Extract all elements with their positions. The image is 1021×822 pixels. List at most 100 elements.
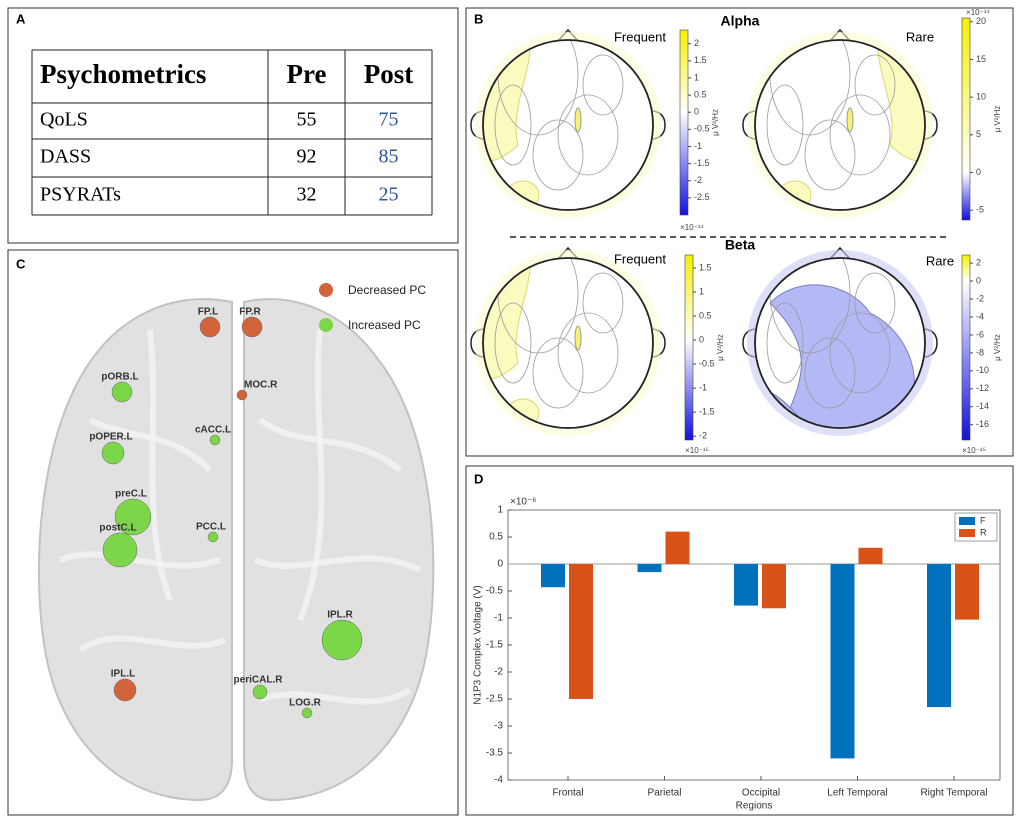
legend-swatch <box>959 517 975 525</box>
colorbar-tick-label: -4 <box>976 311 984 321</box>
gyrus <box>297 329 325 622</box>
colorbar-tick-label: 1 <box>699 286 704 296</box>
y-tick-label: -4 <box>494 775 503 786</box>
legend-label: F <box>980 515 986 525</box>
contour-line <box>557 312 619 394</box>
contour-line <box>494 84 532 166</box>
y-tick-label: 1 <box>497 505 503 516</box>
colorbar-tick-label: 1 <box>694 72 699 82</box>
bar <box>637 564 662 573</box>
y-tick-label: -3 <box>494 721 503 732</box>
colorbar-tick-label: 0.5 <box>694 89 707 99</box>
x-tick-label: Frontal <box>552 788 583 799</box>
brain-node <box>199 316 221 338</box>
contour-line <box>532 337 584 409</box>
colorbar-tick-label: -8 <box>976 347 984 357</box>
colorbar-tick-label: -2 <box>694 175 702 185</box>
gyrus <box>78 635 227 653</box>
contour-line <box>582 54 624 116</box>
bar <box>858 547 883 564</box>
brain-node <box>236 389 248 401</box>
colorbar-tick-label: 2 <box>694 38 699 48</box>
topomap <box>470 246 666 436</box>
colorbar-multiplier: ×10⁻¹⁵ <box>685 446 709 455</box>
map-label: Frequent <box>614 251 666 266</box>
colorbar-tick-label: 2 <box>976 257 981 267</box>
legend-swatch <box>319 318 333 332</box>
colorbar-tick-label: -12 <box>976 383 989 393</box>
hemisphere <box>243 298 435 802</box>
colorbar-tick-label: 0.5 <box>699 310 712 320</box>
table-cell: 92 <box>297 146 317 168</box>
brain-node-label: pORB.L <box>101 372 138 383</box>
band-title: Beta <box>725 237 756 253</box>
y-tick-label: 0 <box>497 559 503 570</box>
table-cell: 25 <box>379 184 399 206</box>
colorbar-tick-label: -1.5 <box>694 158 710 168</box>
table-header: Psychometrics <box>40 59 206 89</box>
gyrus <box>147 329 173 602</box>
y-tick-label: -2.5 <box>486 694 504 705</box>
panel-label: C <box>16 256 26 271</box>
colorbar-multiplier: ×10⁻¹⁴ <box>680 223 704 232</box>
bar <box>927 564 951 708</box>
high-spot <box>574 107 582 133</box>
y-tick-label: -3.5 <box>486 748 504 759</box>
bar <box>665 531 690 564</box>
y-axis-label: N1P3 Complex Voltage (V) <box>473 585 484 705</box>
head-outline <box>482 39 654 211</box>
contour-line <box>854 54 896 116</box>
y-tick-label: -1.5 <box>486 640 504 651</box>
colorbar-tick-label: 0 <box>699 334 704 344</box>
head-outline <box>754 257 926 429</box>
colorbar <box>961 17 971 221</box>
table-header: Post <box>364 59 414 89</box>
colorbar-tick-label: -16 <box>976 419 989 429</box>
panel-b-frame <box>465 7 1014 457</box>
brain-node <box>241 316 263 338</box>
brain-node-label: PCC.L <box>196 522 226 533</box>
x-tick-label: Right Temporal <box>920 788 987 799</box>
contour-line <box>829 94 891 176</box>
colorbar-tick-label: 1.5 <box>699 262 712 272</box>
brain-node <box>111 381 133 403</box>
colorbar-tick-label: -5 <box>976 205 984 215</box>
brain-node-label: MOC.R <box>244 380 278 391</box>
brain-node <box>113 678 137 702</box>
map-label: Rare <box>906 29 934 44</box>
brain-node-label: FP.R <box>239 307 261 318</box>
legend-swatch <box>319 283 333 297</box>
brain-node-label: postC.L <box>99 523 136 534</box>
colorbar-unit: μ V²/Hz <box>993 106 1002 133</box>
colorbar-tick-label: 20 <box>976 16 986 26</box>
contour-line <box>494 302 532 384</box>
brain-node-label: pOPER.L <box>89 432 132 443</box>
contour-line <box>854 272 896 334</box>
table-cell: 85 <box>379 146 399 168</box>
topomap <box>742 28 938 218</box>
brain-node <box>114 498 152 536</box>
colorbar-tick-label: -2 <box>976 293 984 303</box>
colorbar-tick-label: -0.5 <box>694 124 710 134</box>
brain-node <box>321 619 363 661</box>
y-tick-label: -2 <box>494 667 503 678</box>
table-cell: PSYRATs <box>40 184 121 206</box>
contour-line <box>766 302 804 384</box>
map-label: Rare <box>926 253 954 268</box>
brain-node <box>101 441 125 465</box>
contour-line <box>582 272 624 334</box>
brain-node-label: periCAL.R <box>234 675 284 686</box>
colorbar-multiplier: ×10⁻¹⁴ <box>966 8 990 17</box>
colorbar-tick-label: -14 <box>976 401 989 411</box>
map-label: Frequent <box>614 29 666 44</box>
gyrus <box>258 687 412 705</box>
head-outline <box>482 257 654 429</box>
bar <box>541 564 565 588</box>
x-tick-label: Parietal <box>648 788 682 799</box>
table-cell: 75 <box>379 109 399 131</box>
gyrus <box>58 551 221 569</box>
table-cell: QoLS <box>40 109 88 131</box>
colorbar-tick-label: -1 <box>699 382 707 392</box>
x-tick-label: Left Temporal <box>827 788 887 799</box>
